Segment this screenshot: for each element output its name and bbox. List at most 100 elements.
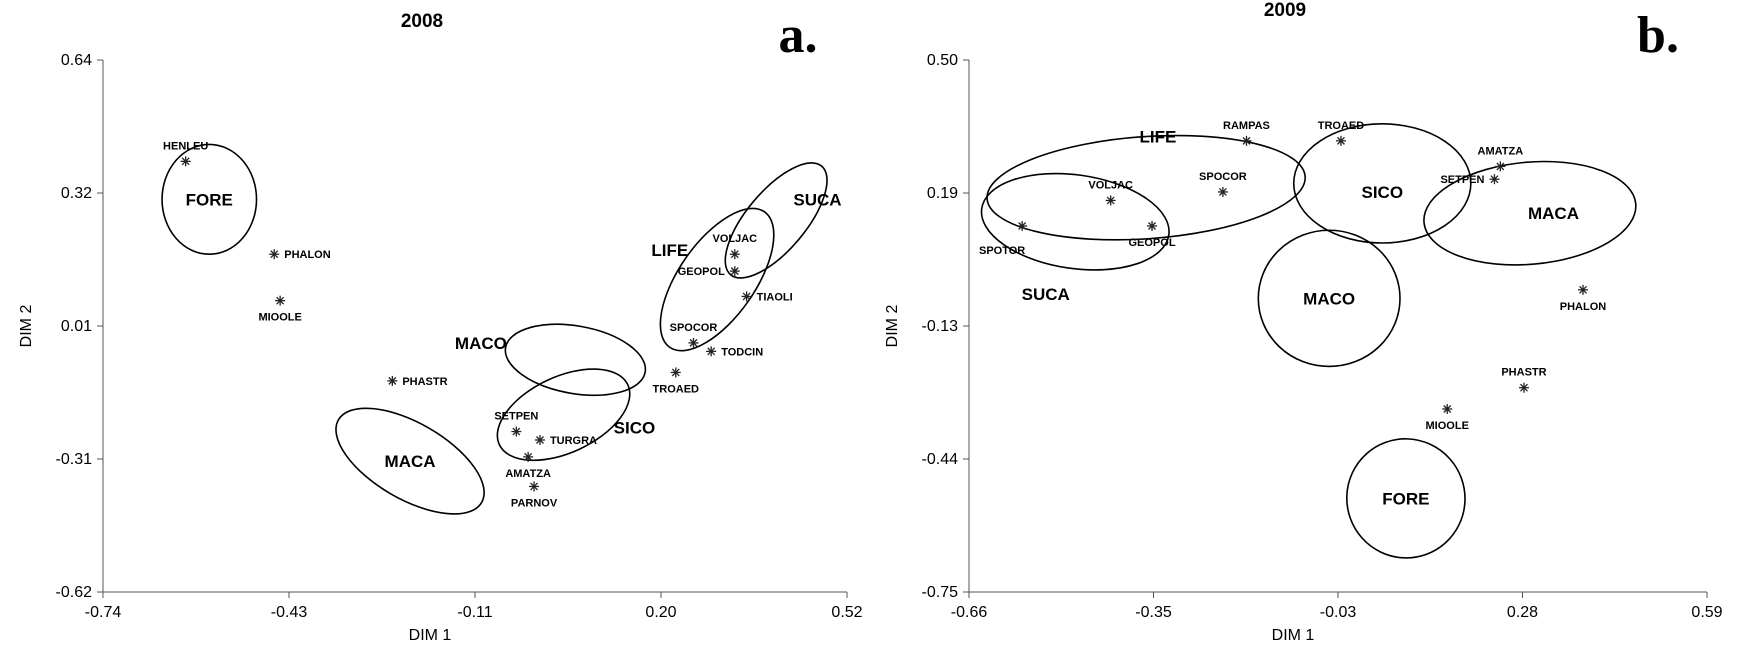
data-point-setpen xyxy=(511,426,522,437)
x-tick-label: -0.43 xyxy=(271,604,308,621)
star-mark-stroke xyxy=(742,292,751,301)
group-label-suca: SUCA xyxy=(793,190,841,209)
data-point-setpen xyxy=(1489,174,1500,185)
data-point-troaed xyxy=(670,367,681,378)
point-label-parnov: PARNOV xyxy=(511,497,558,509)
point-label-phalon: PHALON xyxy=(284,249,331,261)
point-label-setpen: SETPEN xyxy=(494,411,538,423)
point-label-phalon: PHALON xyxy=(1560,301,1607,313)
point-label-henleu: HENLEU xyxy=(163,140,208,152)
data-point-spocor xyxy=(688,337,699,348)
point-label-phastr: PHASTR xyxy=(1501,367,1546,379)
point-label-todcin: TODCIN xyxy=(721,346,763,358)
point-label-geopol: GEOPOL xyxy=(678,266,725,278)
y-tick-label: 0.50 xyxy=(927,52,958,69)
star-mark-stroke xyxy=(707,347,716,356)
group-label-sico: SICO xyxy=(614,418,656,437)
data-point-phastr xyxy=(387,375,398,386)
point-label-setpen: SETPEN xyxy=(1440,174,1484,186)
x-tick-label: -0.74 xyxy=(85,604,122,621)
group-ellipse-maco xyxy=(1257,229,1401,368)
chart-title: 2009 xyxy=(1264,0,1306,21)
star-mark-stroke xyxy=(1520,383,1528,392)
chart-panel-2009: -0.66 -0.35 -0.03 0.28 0.59 0.50 0.19 -0.13 -0.4… xyxy=(884,0,1723,644)
point-label-tiaoli: TIAOLI xyxy=(757,291,793,303)
data-point-phalon xyxy=(1578,284,1589,295)
y-axis-label: DIM 2 xyxy=(18,305,35,348)
star-mark-stroke xyxy=(689,338,698,347)
star-mark-stroke xyxy=(1579,285,1587,294)
point-label-rampas: RAMPAS xyxy=(1223,120,1270,132)
point-label-spotor: SPOTOR xyxy=(979,245,1025,257)
star-mark-stroke xyxy=(1336,136,1345,145)
x-axis-label: DIM 1 xyxy=(1272,627,1315,644)
y-tick-label: -0.31 xyxy=(56,451,93,468)
x-tick-label: 0.28 xyxy=(1507,604,1538,621)
y-axis-label: DIM 2 xyxy=(884,305,901,348)
x-tick-label: -0.35 xyxy=(1135,604,1172,621)
y-tick-label: 0.19 xyxy=(927,185,958,202)
point-label-spocor: SPOCOR xyxy=(1199,171,1247,183)
star-mark-stroke xyxy=(730,267,739,276)
data-point-amatza xyxy=(523,451,534,462)
x-tick-label: -0.11 xyxy=(457,604,492,621)
group-label-maca: MACA xyxy=(385,452,436,471)
point-label-voljac: VOLJAC xyxy=(712,233,757,245)
y-tick-label: 0.01 xyxy=(61,318,92,335)
data-point-geopol xyxy=(1147,220,1158,231)
star-mark-stroke xyxy=(524,452,533,461)
group-ellipse-suca xyxy=(724,162,828,279)
group-label-sico: SICO xyxy=(1361,183,1403,202)
y-tick-label: 0.64 xyxy=(61,52,92,69)
group-label-life: LIFE xyxy=(651,241,688,260)
star-mark-stroke xyxy=(671,368,680,377)
star-mark-stroke xyxy=(530,482,539,491)
x-tick-label: 0.52 xyxy=(831,604,862,621)
data-point-phastr xyxy=(1518,382,1529,393)
group-ellipse-sico xyxy=(1292,123,1472,244)
chart-title: 2008 xyxy=(401,11,443,32)
group-ellipse-maca xyxy=(335,407,485,515)
point-label-amatza: AMATZA xyxy=(1478,145,1524,157)
data-point-mioole xyxy=(275,295,286,306)
data-point-amatza xyxy=(1495,161,1506,172)
group-ellipse-maco xyxy=(504,323,647,397)
star-mark-stroke xyxy=(1148,222,1156,230)
data-point-geopol xyxy=(729,266,740,277)
x-axis-label: DIM 1 xyxy=(409,627,452,644)
data-point-tiaoli xyxy=(741,291,752,302)
star-mark-stroke xyxy=(1490,175,1499,184)
chart-panel-2008: -0.74 -0.43 -0.11 0.20 0.52 0.64 0.32 0.01 -0.31… xyxy=(18,7,863,644)
point-label-troaed: TROAED xyxy=(653,383,700,395)
star-mark-stroke xyxy=(1242,136,1251,145)
point-label-turgra: TURGRA xyxy=(550,435,597,447)
x-tick-label: 0.59 xyxy=(1691,604,1722,621)
star-mark-stroke xyxy=(388,376,397,385)
point-label-troaed: TROAED xyxy=(1318,120,1365,132)
point-label-amatza: AMATZA xyxy=(505,468,551,480)
group-ellipse-life xyxy=(986,134,1306,241)
star-mark-stroke xyxy=(730,250,739,259)
data-point-rampas xyxy=(1241,135,1252,146)
point-label-phastr: PHASTR xyxy=(402,376,447,388)
group-label-fore: FORE xyxy=(186,190,233,209)
y-tick-label: -0.13 xyxy=(922,318,959,335)
data-point-phalon xyxy=(269,249,280,260)
group-label-life: LIFE xyxy=(1140,128,1177,147)
star-mark-stroke xyxy=(181,157,190,166)
data-point-spocor xyxy=(1217,186,1228,197)
panel-letter: a. xyxy=(779,7,818,64)
star-mark-stroke xyxy=(1218,187,1227,196)
x-tick-label: -0.03 xyxy=(1320,604,1357,621)
data-point-voljac xyxy=(729,249,740,260)
data-point-spotor xyxy=(1017,220,1028,231)
group-ellipse-fore xyxy=(1345,438,1466,559)
star-mark-stroke xyxy=(1106,196,1115,205)
x-tick-label: 0.20 xyxy=(645,604,676,621)
data-point-parnov xyxy=(529,481,540,492)
star-mark-stroke xyxy=(276,296,285,305)
point-label-voljac: VOLJAC xyxy=(1088,179,1133,191)
star-mark-stroke xyxy=(1443,405,1452,413)
y-tick-label: 0.32 xyxy=(61,185,92,202)
data-point-henleu xyxy=(180,156,191,167)
